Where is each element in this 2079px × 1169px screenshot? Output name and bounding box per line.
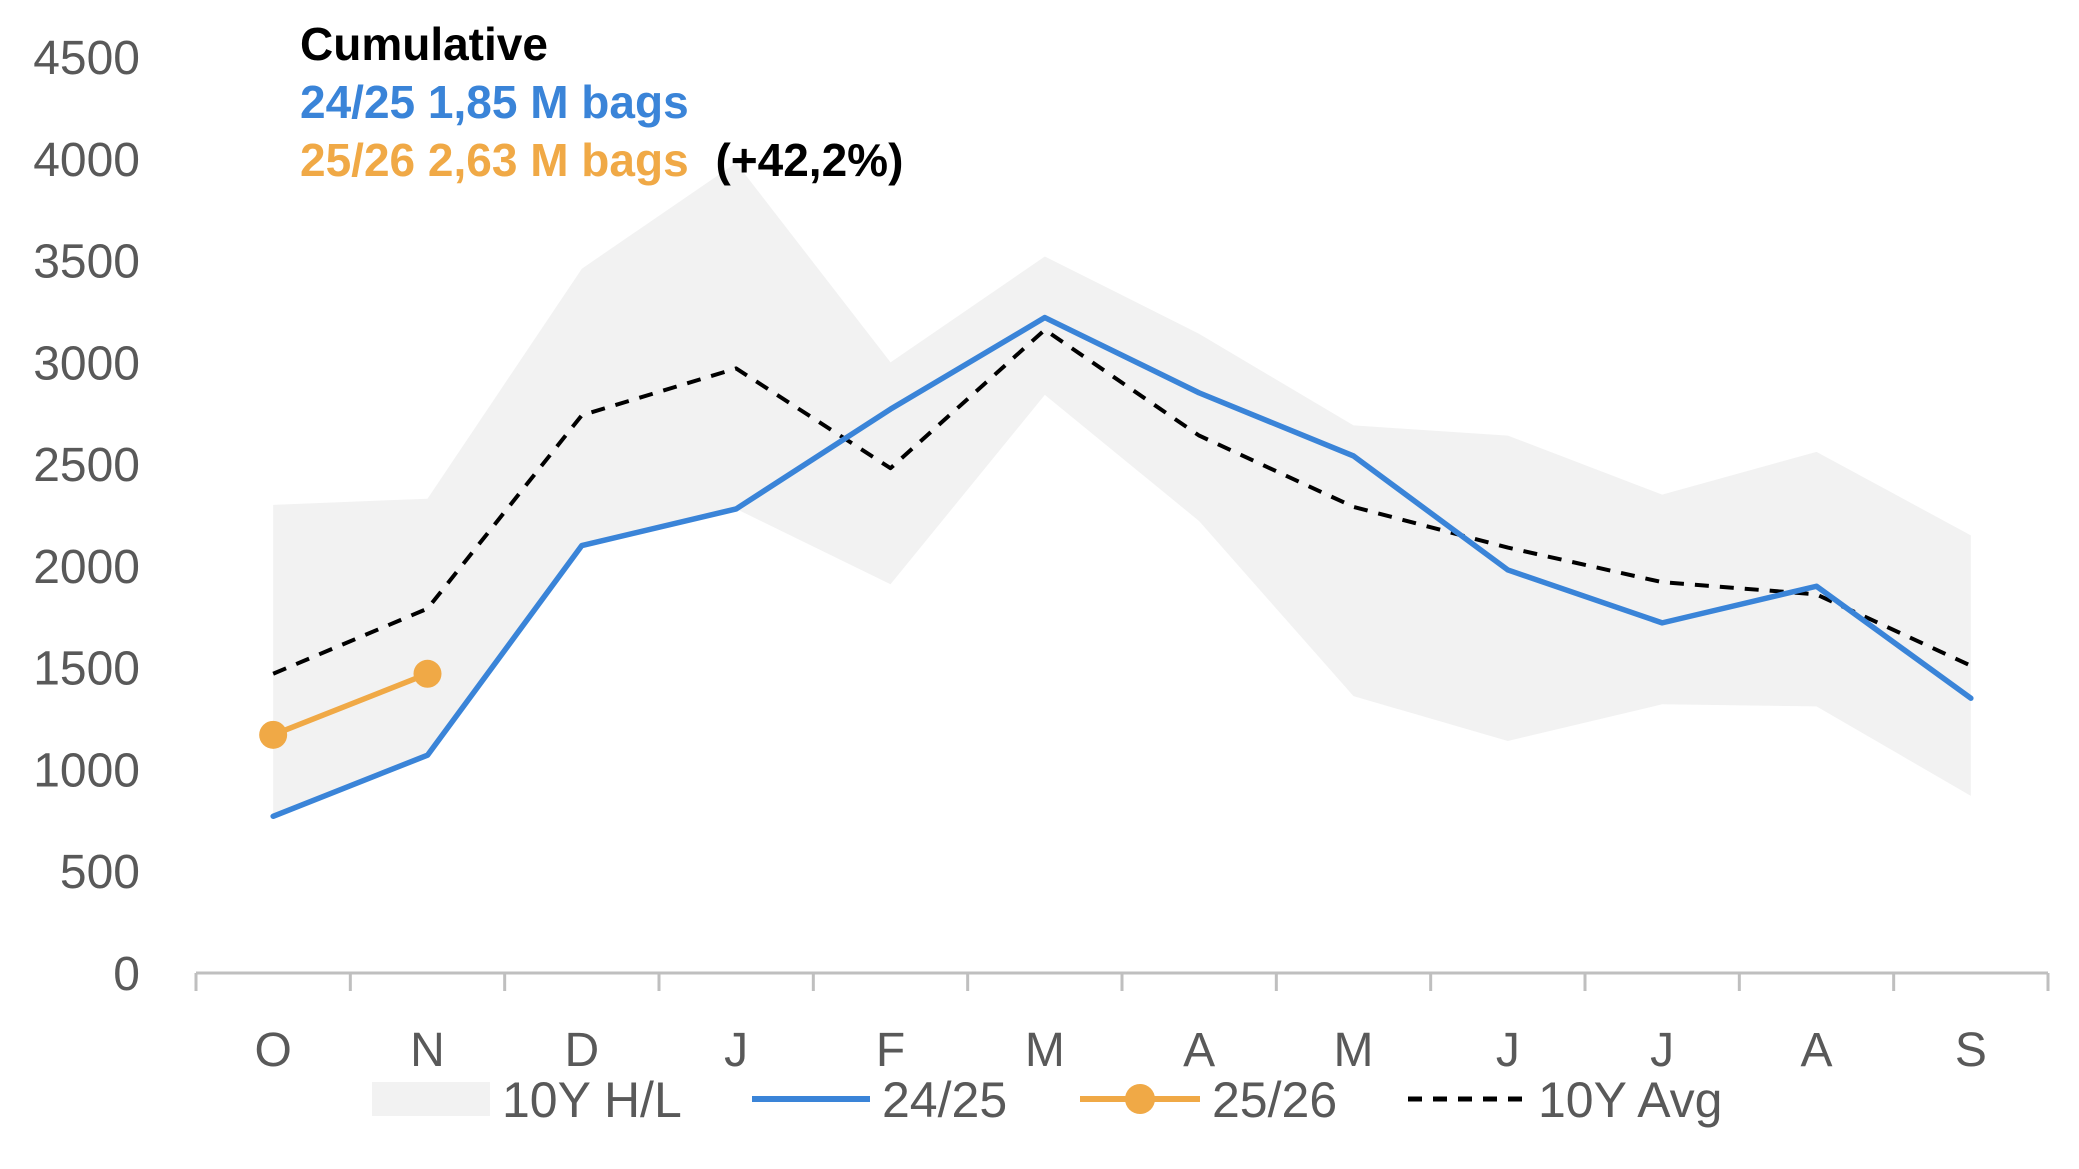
subtitle-2526-line: 25/26 2,63 M bags (+42,2%) [300, 134, 903, 186]
y-tick-label: 4000 [33, 134, 140, 187]
legend-label-2526: 25/26 [1212, 1072, 1337, 1128]
x-tick-label: M [1334, 1024, 1374, 1077]
y-tick-label: 1000 [33, 744, 140, 797]
legend-label-avg: 10Y Avg [1538, 1072, 1722, 1128]
legend-swatch-band [372, 1082, 490, 1116]
chart-header: Cumulative 24/25 1,85 M bags 25/26 2,63 … [300, 18, 903, 186]
band-10y-high-low [273, 162, 1971, 817]
y-tick-label: 4500 [33, 32, 140, 85]
y-tick-label: 2000 [33, 541, 140, 594]
y-tick-label: 3500 [33, 236, 140, 289]
series-line-25-26 [270, 671, 431, 738]
y-tick-label: 500 [60, 846, 140, 899]
legend-marker-2526 [1125, 1084, 1155, 1114]
subtitle-2526: 25/26 2,63 M bags [300, 134, 689, 186]
band-layer [273, 162, 1971, 817]
y-tick-label: 3000 [33, 337, 140, 390]
x-tick-label: J [1650, 1024, 1674, 1077]
x-tick-label: O [254, 1024, 291, 1077]
x-tick-label: N [410, 1024, 445, 1077]
x-tick-label: J [1496, 1024, 1520, 1077]
x-tick-label: M [1025, 1024, 1065, 1077]
x-tick-label: A [1800, 1024, 1832, 1077]
chart-legend: 10Y H/L 24/25 25/26 10Y Avg [372, 1072, 1722, 1128]
chart-title: Cumulative [300, 18, 548, 70]
series-line-24-25 [270, 314, 1974, 820]
x-tick-label: D [564, 1024, 599, 1077]
x-tick-label: S [1955, 1024, 1987, 1077]
series-layer [259, 314, 1974, 820]
x-tick-label: J [724, 1024, 748, 1077]
series-point-25-26 [413, 659, 442, 688]
y-tick-label: 2500 [33, 439, 140, 492]
series-line-10y-avg [272, 327, 1972, 676]
x-tick-label: F [876, 1024, 905, 1077]
axis-layer: O N D J F M A M J J A S 0 500 1000 1500 2000 2500 3000 3500… [33, 32, 2050, 1077]
legend-label-band: 10Y H/L [502, 1072, 682, 1128]
series-point-25-26 [259, 720, 288, 749]
legend-label-2425: 24/25 [882, 1072, 1007, 1128]
subtitle-2425: 24/25 1,85 M bags [300, 76, 689, 128]
subtitle-change: (+42,2%) [715, 134, 903, 186]
y-tick-label: 1500 [33, 643, 140, 696]
y-tick-label: 0 [113, 948, 140, 1001]
x-tick-label: A [1183, 1024, 1215, 1077]
